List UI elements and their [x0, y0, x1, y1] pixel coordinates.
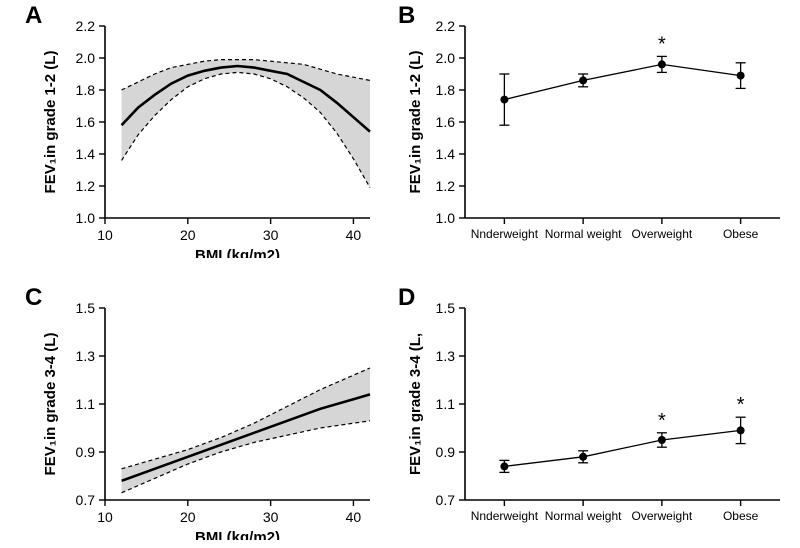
panel-b: * 1.0 1.2 1.4 1.6 1.8 2.0 2.2 Nnderweight Normal … [400, 8, 795, 258]
data-point [658, 436, 666, 444]
data-point [658, 60, 666, 68]
y-tick-label: 0.9 [76, 444, 96, 460]
significance-star: * [737, 394, 745, 416]
y-axis-label: FEV₁in grade 1-2 (L) [407, 51, 424, 194]
y-tick-label: 0.7 [76, 492, 96, 508]
y-tick-label: 1.4 [436, 146, 456, 162]
panel-a: 1.0 1.2 1.4 1.6 1.8 2.0 2.2 10 20 30 40 BMI (kg/m2)… [30, 8, 385, 258]
y-tick-label: 1.8 [76, 82, 96, 98]
x-tick-label: 30 [263, 227, 279, 243]
y-tick-label: 1.3 [436, 348, 456, 364]
y-tick-label: 1.0 [76, 210, 96, 226]
x-tick-label: Overweight [632, 227, 693, 241]
chart-svg: 1.0 1.2 1.4 1.6 1.8 2.0 2.2 10 20 30 40 BMI (kg/m2)… [30, 8, 385, 258]
x-axis-label: BMI (kg/m2) [195, 247, 280, 258]
y-tick-label: 0.9 [436, 444, 456, 460]
x-tick-label: Obese [723, 227, 759, 241]
figure-root: A 1.01.21.41.61.82.02.210203040BMI (kg/m… [0, 0, 800, 548]
x-tick-label: 20 [180, 509, 196, 525]
y-tick-label: 1.6 [76, 114, 96, 130]
y-tick-label: 1.8 [436, 82, 456, 98]
y-tick-label: 1.1 [76, 396, 96, 412]
x-tick-label: 30 [263, 509, 279, 525]
x-axis-label: BMI (kg/m2) [195, 529, 280, 540]
y-tick-label: 1.1 [436, 396, 456, 412]
y-tick-label: 1.4 [76, 146, 96, 162]
significance-star: * [658, 33, 666, 55]
trend-line [504, 64, 740, 99]
data-point [737, 72, 745, 80]
y-tick-label: 0.7 [436, 492, 456, 508]
confidence-band [122, 60, 370, 188]
y-tick-label: 2.2 [436, 18, 456, 34]
x-tick-label: 40 [346, 509, 362, 525]
y-axis-label: FEV₁in grade 3-4 (L, [407, 333, 424, 475]
y-tick-label: 1.3 [76, 348, 96, 364]
y-tick-label: 1.2 [76, 178, 96, 194]
x-tick-label: Nnderweight [471, 509, 539, 523]
y-tick-label: 1.2 [436, 178, 456, 194]
significance-star: * [658, 410, 666, 432]
x-tick-label: Obese [723, 509, 759, 523]
y-axis-label: FEV₁in grade 1-2 (L) [42, 51, 59, 194]
y-tick-label: 2.0 [76, 50, 96, 66]
data-point [579, 76, 587, 84]
x-tick-label: 10 [97, 509, 113, 525]
y-tick-label: 1.6 [436, 114, 456, 130]
x-tick-label: Overweight [632, 509, 693, 523]
y-tick-label: 2.2 [76, 18, 96, 34]
chart-svg: * * 0.7 0.9 1.1 1.3 1.5 Nnderweight Normal weigh… [400, 290, 795, 540]
x-tick-label: Normal weight [545, 509, 622, 523]
data-point [737, 426, 745, 434]
x-tick-label: 10 [97, 227, 113, 243]
x-tick-label: Nnderweight [471, 227, 539, 241]
y-tick-label: 1.5 [76, 300, 96, 316]
y-tick-label: 1.0 [436, 210, 456, 226]
y-axis-label: FEV₁in grade 3-4 (L) [42, 333, 59, 476]
y-tick-label: 2.0 [436, 50, 456, 66]
panel-d: * * 0.7 0.9 1.1 1.3 1.5 Nnderweight Normal weigh… [400, 290, 795, 540]
panel-c: 0.7 0.9 1.1 1.3 1.5 10 20 30 40 BMI (kg/m2) FEV₁in… [30, 290, 385, 540]
chart-svg: 0.7 0.9 1.1 1.3 1.5 10 20 30 40 BMI (kg/m2) FEV₁in… [30, 290, 385, 540]
x-tick-label: 20 [180, 227, 196, 243]
data-point [579, 453, 587, 461]
x-tick-label: Normal weight [545, 227, 622, 241]
confidence-band [122, 368, 370, 493]
trend-line [504, 430, 740, 466]
y-tick-label: 1.5 [436, 300, 456, 316]
data-point [500, 462, 508, 470]
data-point [500, 96, 508, 104]
chart-svg: * 1.0 1.2 1.4 1.6 1.8 2.0 2.2 Nnderweight Normal … [400, 8, 795, 258]
x-tick-label: 40 [346, 227, 362, 243]
